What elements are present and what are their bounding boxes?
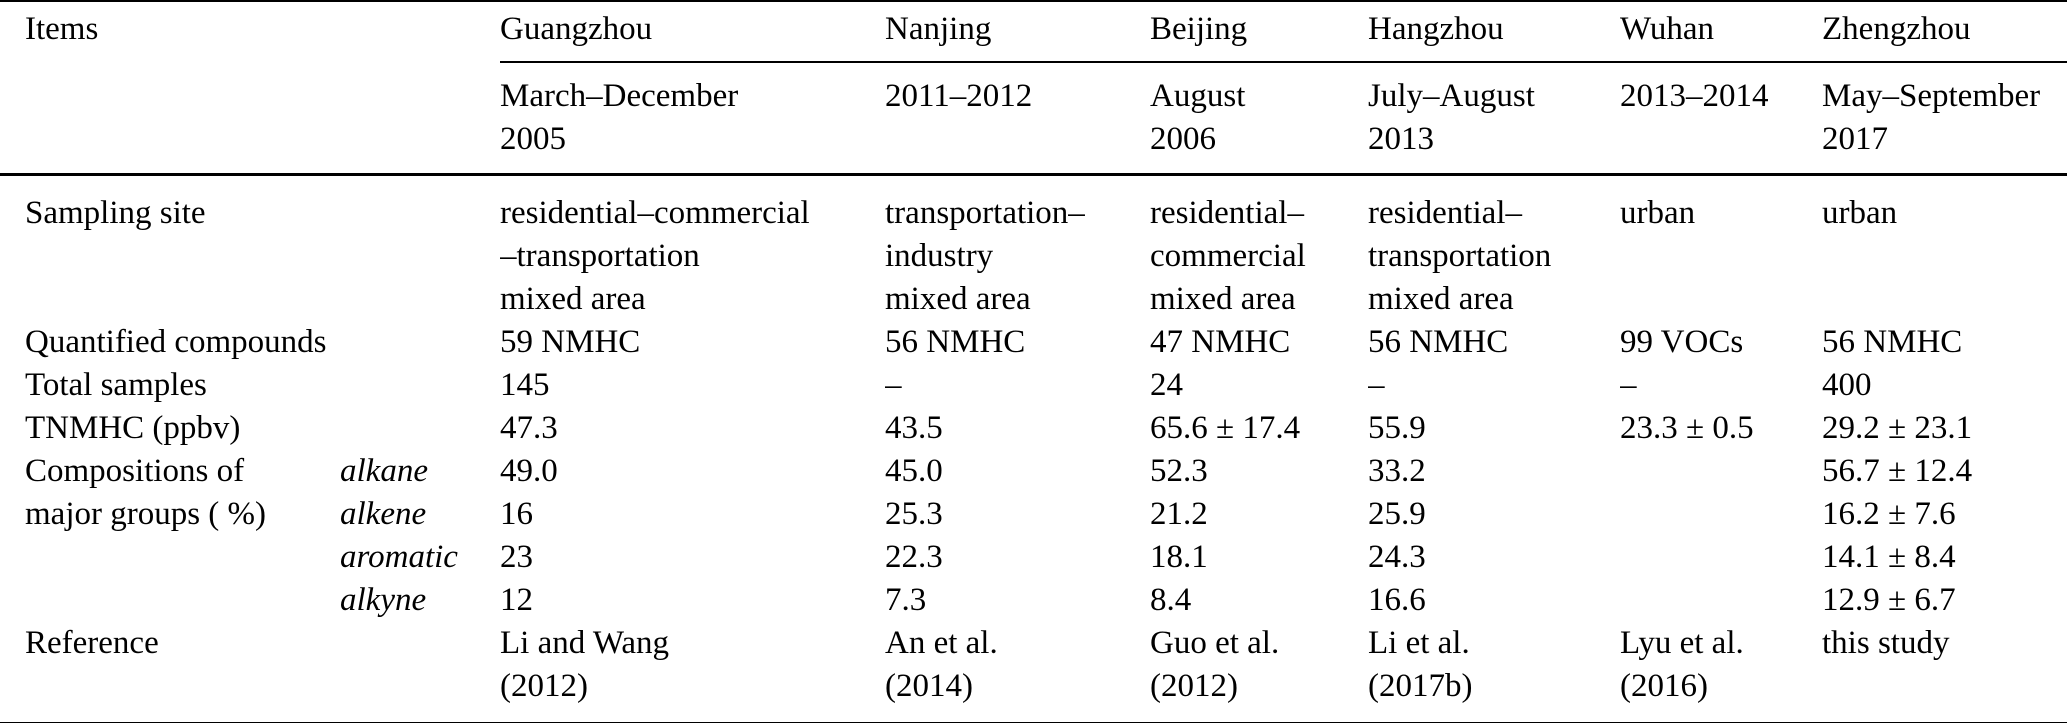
column-header-guangzhou: Guangzhou	[500, 0, 886, 63]
row-tnmhc: TNMHC (ppbv) 47.3 43.5 65.6 ± 17.4 55.9 …	[0, 407, 2067, 450]
table-cell: 8.4	[1150, 582, 1192, 618]
column-header-zhengzhou: Zhengzhou	[1822, 0, 2067, 63]
table-cell: 7.3	[885, 582, 927, 618]
table-cell: 24	[1150, 367, 1184, 403]
row-label: Sampling site	[25, 195, 206, 231]
group-label	[340, 175, 500, 322]
table-cell: –	[1620, 367, 1637, 403]
group-label: alkane	[340, 453, 428, 489]
table-cell: 23	[500, 539, 534, 575]
table-cell: 14.1 ± 8.4	[1822, 539, 1956, 575]
table-cell: 47 NMHC	[1150, 324, 1291, 360]
table-cell: 21.2	[1150, 496, 1208, 532]
table-cell: 43.5	[885, 410, 943, 446]
table-cell: 145	[500, 367, 550, 403]
table-cell: 99 VOCs	[1620, 324, 1744, 360]
row-composition-alkyne: alkyne 12 7.3 8.4 16.6 12.9 ± 6.7	[0, 579, 2067, 622]
table-cell: 25.3	[885, 496, 943, 532]
table-cell: An et al. (2014)	[885, 622, 1151, 723]
row-total-samples: Total samples 145 – 24 – – 400	[0, 364, 2067, 407]
row-composition-alkene: major groups ( %) alkene 16 25.3 21.2 25…	[0, 493, 2067, 536]
table-cell: 24.3	[1368, 539, 1426, 575]
table-cell: 16.2 ± 7.6	[1822, 496, 1956, 532]
table-cell: this study	[1822, 622, 2067, 723]
table-cell: 65.6 ± 17.4	[1150, 410, 1301, 446]
table-cell	[1620, 493, 1822, 536]
table-cell: 16.6	[1368, 582, 1426, 618]
table-cell: 25.9	[1368, 496, 1426, 532]
table-cell: Li and Wang (2012)	[500, 622, 886, 723]
table-cell: urban	[1620, 195, 1696, 231]
period-beijing: August 2006	[1150, 62, 1369, 176]
row-label: Total samples	[25, 367, 207, 403]
table-cell: 55.9	[1368, 410, 1426, 446]
column-header-wuhan: Wuhan	[1620, 0, 1823, 63]
row-label	[0, 536, 340, 579]
table-cell: 400	[1822, 367, 1872, 403]
period-hangzhou: July–August 2013	[1368, 62, 1621, 176]
table-cell: Li et al. (2017b)	[1368, 622, 1621, 723]
row-label: Compositions of	[25, 453, 245, 489]
table-cell: 52.3	[1150, 453, 1208, 489]
group-label: aromatic	[340, 539, 458, 575]
table-cell: residential– commercial mixed area	[1150, 195, 1306, 317]
group-label: alkyne	[340, 582, 427, 618]
table-cell: 33.2	[1368, 453, 1426, 489]
table-cell: 22.3	[885, 539, 943, 575]
table-cell: 23.3 ± 0.5	[1620, 410, 1754, 446]
items-header: Items	[0, 0, 501, 62]
table-cell: 12	[500, 582, 534, 618]
row-reference: Reference Li and Wang (2012) An et al. (…	[0, 622, 2067, 723]
group-label	[340, 622, 501, 723]
period-nanjing: 2011–2012	[885, 62, 1151, 176]
table-cell: 59 NMHC	[500, 324, 641, 360]
row-label	[0, 579, 340, 622]
row-label: Reference	[0, 622, 340, 723]
table-cell: 56 NMHC	[885, 324, 1026, 360]
period-zhengzhou: May–September 2017	[1822, 62, 2067, 176]
column-header-nanjing: Nanjing	[885, 0, 1151, 63]
period-header-spacer	[0, 62, 501, 176]
group-label	[340, 407, 500, 450]
table-header-row: Items Guangzhou Nanjing Beijing Hangzhou…	[0, 0, 2067, 63]
table-cell: 49.0	[500, 453, 558, 489]
table-cell: 47.3	[500, 410, 558, 446]
row-quantified-compounds: Quantified compounds 59 NMHC 56 NMHC 47 …	[0, 321, 2067, 364]
table-cell: residential–commercial –transportation m…	[500, 195, 810, 317]
table-cell: 56.7 ± 12.4	[1822, 453, 1973, 489]
table-cell: –	[1368, 367, 1385, 403]
table-cell: –	[885, 367, 902, 403]
group-label	[340, 321, 500, 364]
table-cell: urban	[1822, 195, 1898, 231]
column-header-beijing: Beijing	[1150, 0, 1369, 63]
group-label: alkene	[340, 496, 427, 532]
table-cell: transportation– industry mixed area	[885, 195, 1085, 317]
table-cell: Guo et al. (2012)	[1150, 622, 1369, 723]
row-label: major groups ( %)	[25, 496, 267, 532]
table-cell: 18.1	[1150, 539, 1208, 575]
row-label: TNMHC (ppbv)	[25, 410, 241, 446]
table-cell: Lyu et al. (2016)	[1620, 622, 1823, 723]
period-header-row: March–December 2005 2011–2012 August 200…	[0, 62, 2067, 176]
group-label	[340, 364, 500, 407]
table-cell	[1620, 579, 1822, 622]
row-composition-alkane: Compositions of alkane 49.0 45.0 52.3 33…	[0, 450, 2067, 493]
row-sampling-site: Sampling site residential–commercial –tr…	[0, 175, 2067, 322]
table-cell: residential– transportation mixed area	[1368, 195, 1552, 317]
table-cell: 45.0	[885, 453, 943, 489]
table-cell: 16	[500, 496, 534, 532]
column-header-hangzhou: Hangzhou	[1368, 0, 1621, 63]
row-label: Quantified compounds	[25, 324, 327, 360]
table-cell	[1620, 450, 1822, 493]
period-wuhan: 2013–2014	[1620, 62, 1823, 176]
row-composition-aromatic: aromatic 23 22.3 18.1 24.3 14.1 ± 8.4	[0, 536, 2067, 579]
table-cell: 12.9 ± 6.7	[1822, 582, 1956, 618]
table-cell: 56 NMHC	[1822, 324, 1963, 360]
table-cell	[1620, 536, 1822, 579]
table-cell: 56 NMHC	[1368, 324, 1509, 360]
table-cell: 29.2 ± 23.1	[1822, 410, 1973, 446]
period-guangzhou: March–December 2005	[500, 62, 886, 176]
